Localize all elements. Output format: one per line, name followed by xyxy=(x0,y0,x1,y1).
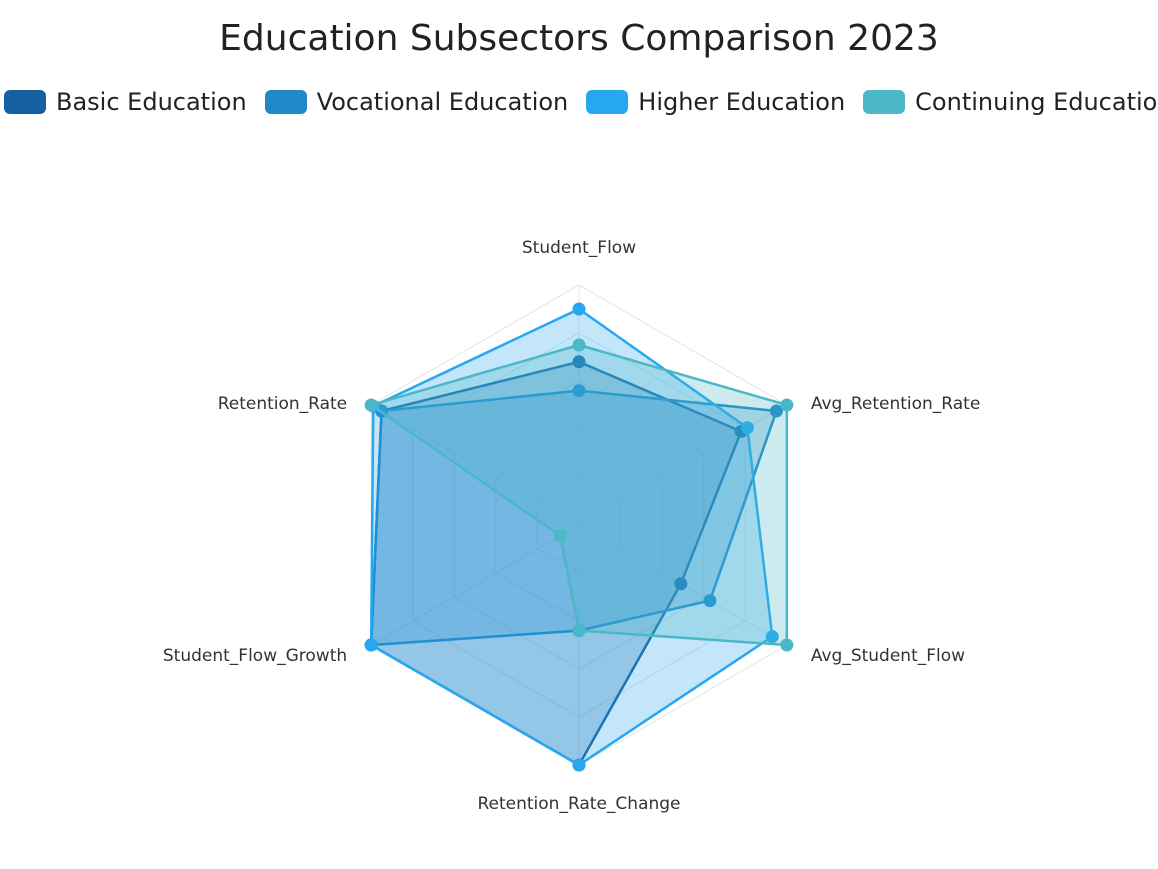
chart-title: Education Subsectors Comparison 2023 xyxy=(219,18,939,59)
axis-label-1: Avg_Retention_Rate xyxy=(811,394,980,414)
legend: Basic Education Vocational Education Hig… xyxy=(4,88,1158,116)
legend-swatch-vocational-education xyxy=(264,90,307,114)
data-point-continuing-education-0[interactable] xyxy=(572,338,586,352)
data-point-continuing-education-1[interactable] xyxy=(780,398,794,412)
radar-axis-labels: Student_Flow Avg_Retention_Rate Avg_Studen… xyxy=(163,238,980,814)
legend-label-higher-education: Higher Education xyxy=(638,88,846,116)
data-point-basic-education-2[interactable] xyxy=(674,577,688,591)
axis-label-5: Retention_Rate xyxy=(218,394,347,414)
grid-spoke-5 xyxy=(370,404,580,526)
data-point-higher-education-2[interactable] xyxy=(765,630,779,644)
grid-spoke-4 xyxy=(370,524,580,646)
axis-label-2: Avg_Student_Flow xyxy=(811,646,965,666)
legend-swatch-continuing-education xyxy=(863,90,906,114)
series-continuing-education xyxy=(364,338,794,652)
data-point-vocational-education-2[interactable] xyxy=(703,594,717,608)
legend-label-basic-education: Basic Education xyxy=(56,88,247,116)
axis-label-0: Student_Flow xyxy=(522,238,636,258)
data-point-continuing-education-5[interactable] xyxy=(364,398,378,412)
radar-series-layer xyxy=(364,302,794,772)
data-point-higher-education-0[interactable] xyxy=(572,302,586,316)
legend-item-basic-education[interactable]: Basic Education xyxy=(4,88,247,116)
legend-swatch-higher-education xyxy=(586,90,629,114)
data-point-continuing-education-3[interactable] xyxy=(572,624,586,638)
legend-swatch-basic-education xyxy=(4,90,46,114)
data-point-higher-education-4[interactable] xyxy=(364,638,378,652)
legend-label-continuing-education: Continuing Education xyxy=(915,88,1158,116)
legend-item-continuing-education[interactable]: Continuing Education xyxy=(863,88,1158,116)
data-point-vocational-education-0[interactable] xyxy=(572,384,586,398)
legend-item-higher-education[interactable]: Higher Education xyxy=(586,88,845,116)
data-point-basic-education-0[interactable] xyxy=(572,355,586,369)
data-point-continuing-education-4[interactable] xyxy=(553,529,567,543)
data-point-higher-education-1[interactable] xyxy=(740,421,754,435)
data-point-higher-education-3[interactable] xyxy=(572,758,586,772)
axis-label-3: Retention_Rate_Change xyxy=(477,794,680,814)
data-point-continuing-education-2[interactable] xyxy=(780,638,794,652)
legend-item-vocational-education[interactable]: Vocational Education xyxy=(264,88,569,116)
legend-label-vocational-education: Vocational Education xyxy=(316,88,569,116)
axis-label-4: Student_Flow_Growth xyxy=(163,646,347,666)
data-point-vocational-education-1[interactable] xyxy=(769,404,783,418)
